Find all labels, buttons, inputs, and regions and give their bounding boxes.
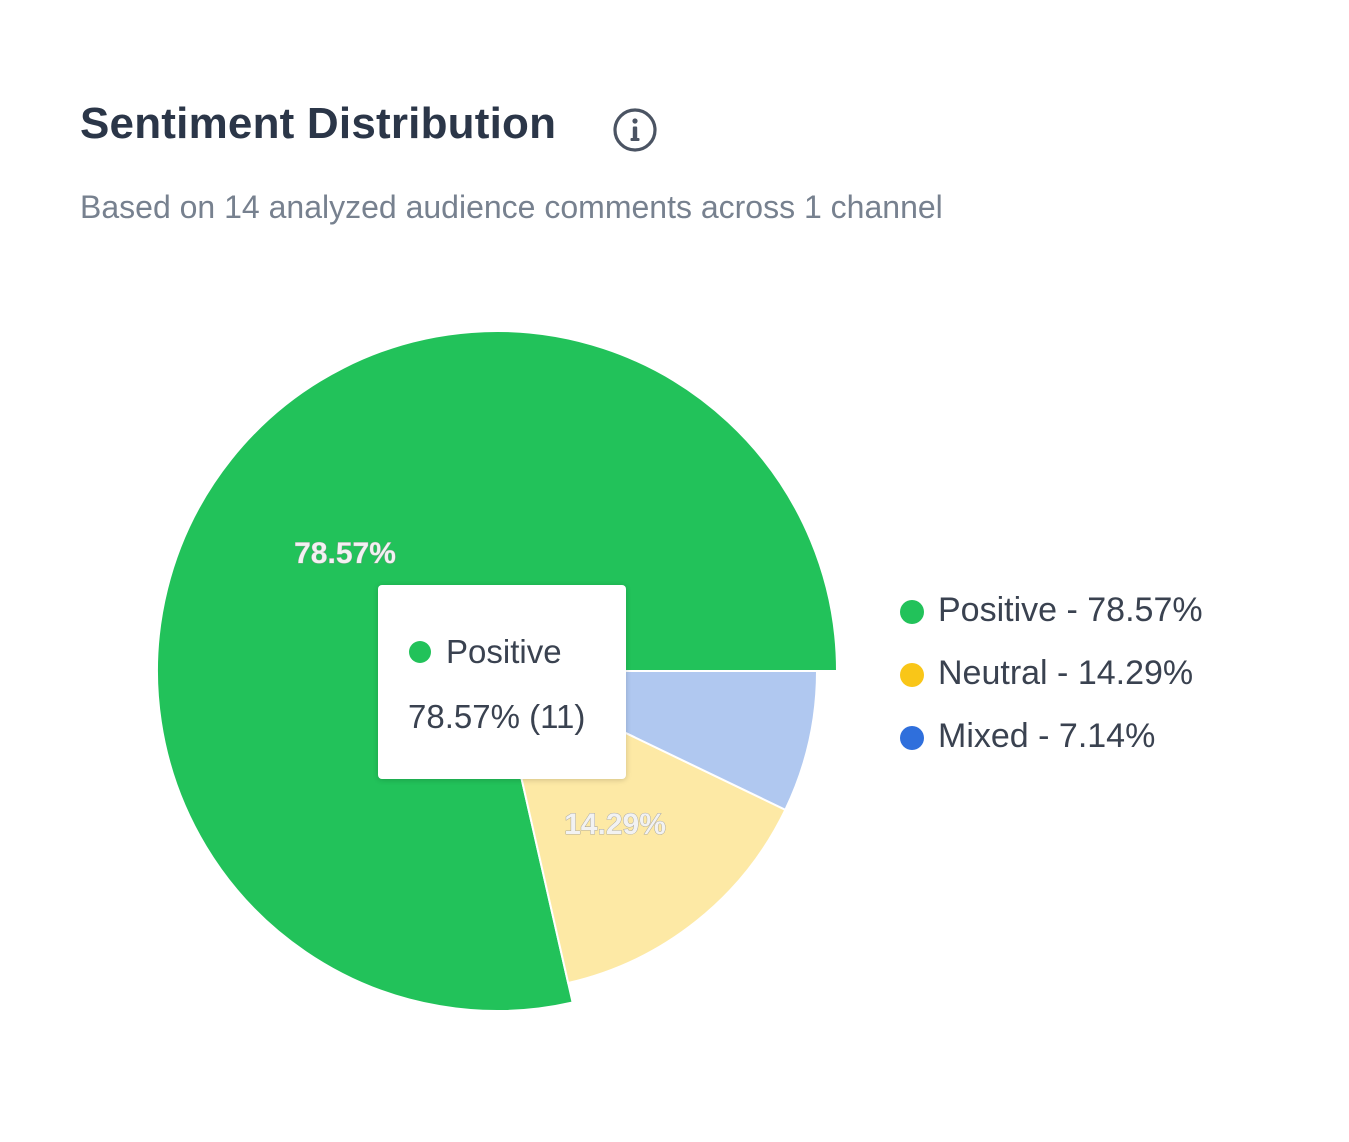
chart-tooltip: Positive 78.57% (11) — [378, 585, 626, 779]
legend-label-positive: Positive - 78.57% — [938, 591, 1203, 629]
slice-label-positive: 78.57% — [294, 537, 396, 570]
tooltip-color-dot — [409, 641, 431, 663]
card-title: Sentiment Distribution — [80, 99, 557, 148]
legend-label-mixed: Mixed - 7.14% — [938, 717, 1156, 755]
slice-label-neutral: 14.29% — [564, 808, 666, 841]
legend-dot-neutral — [900, 663, 924, 687]
legend-dot-mixed — [900, 726, 924, 750]
card-subtitle: Based on 14 analyzed audience comments a… — [80, 189, 943, 225]
legend-label-neutral: Neutral - 14.29% — [938, 654, 1194, 692]
info-icon[interactable] — [612, 107, 658, 153]
tooltip-value: 78.57% (11) — [408, 698, 586, 735]
tooltip-category: Positive — [446, 633, 562, 670]
legend-dot-positive — [900, 600, 924, 624]
